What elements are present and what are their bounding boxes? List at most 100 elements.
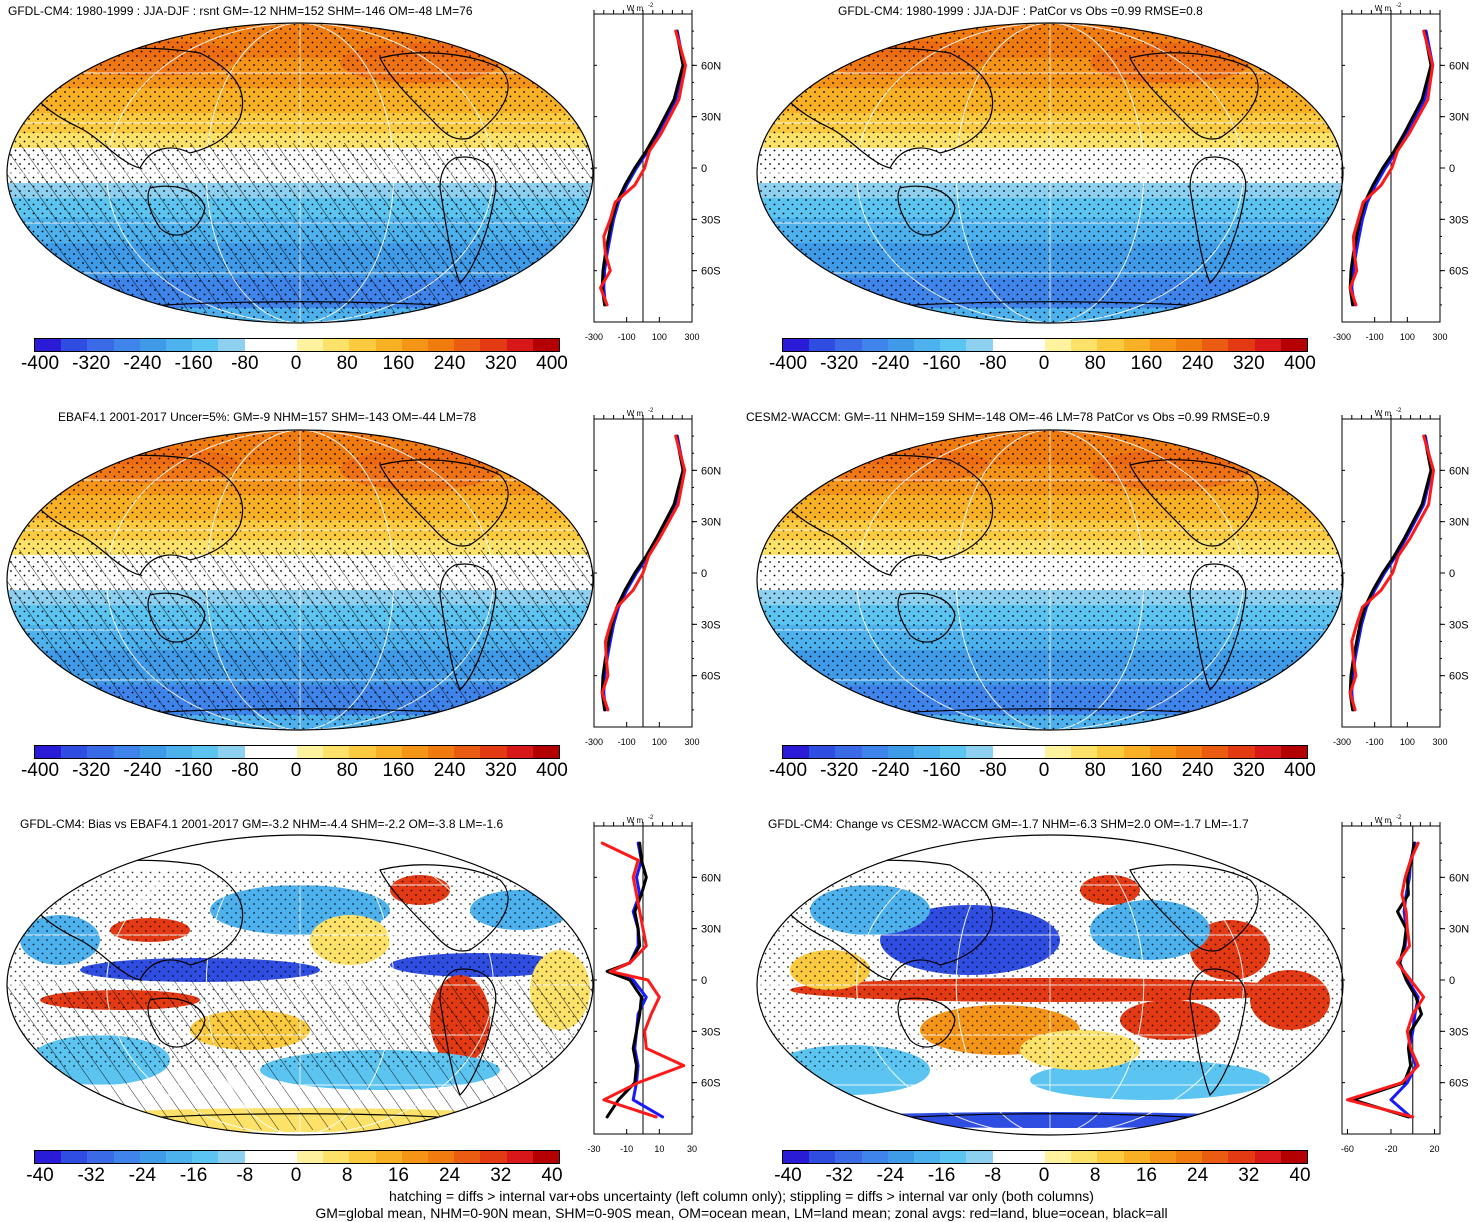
colorbar-swatch	[61, 746, 88, 758]
colorbar-swatch	[835, 339, 862, 351]
colorbar-tick-label: -240	[871, 353, 910, 374]
x-tick-label: -30	[587, 1144, 600, 1154]
y-tick-label: 60S	[701, 266, 721, 278]
y-tick-label: 30N	[701, 924, 721, 936]
colorbar-tick-label: -16	[927, 1165, 956, 1186]
colorbar-swatch	[270, 339, 298, 351]
colorbar-swatch	[375, 746, 402, 758]
world-map	[6, 22, 594, 324]
colorbar-tick-label: -40	[26, 1165, 54, 1186]
colorbar-swatch	[835, 746, 862, 758]
x-tick-label: 300	[684, 332, 699, 342]
colorbar-swatch	[297, 339, 324, 351]
colorbar-tick-label: 80	[1084, 353, 1106, 374]
colorbar-tick-label: -40	[774, 1165, 802, 1186]
x-tick-label: -20	[1384, 1144, 1397, 1154]
colorbar-swatch	[1097, 1151, 1124, 1163]
zonal-mean-plot: W m -2 -30 -10 10 30 60N 30N 0 30S 60S	[587, 815, 721, 1154]
colorbar-swatch	[87, 339, 114, 351]
unit-exponent: -2	[1396, 815, 1402, 821]
unit-label: W m	[1375, 409, 1392, 418]
x-tick-label: 300	[684, 737, 699, 747]
colorbar-swatch	[1202, 1151, 1229, 1163]
colorbar-tick-label: 320	[1232, 353, 1265, 374]
colorbar-tick-label: 320	[484, 353, 517, 374]
x-tick-label: 10	[654, 1144, 664, 1154]
map-title: CESM2-WACCM: GM=-11 NHM=159 SHM=-148 OM=…	[746, 410, 1270, 424]
all-zonal-line	[1348, 29, 1433, 307]
colorbar-swatch	[270, 746, 298, 758]
colorbar-swatch	[218, 746, 245, 758]
colorbar-tick-label: 160	[1130, 760, 1163, 781]
colorbar-swatch	[166, 1151, 193, 1163]
colorbar-swatch	[1123, 1151, 1150, 1163]
unit-label: W m	[1375, 4, 1392, 13]
colorbar-tick-label: -8	[236, 1165, 254, 1186]
y-tick-label: 30S	[701, 214, 721, 226]
x-tick-label: -300	[1333, 332, 1351, 342]
x-tick-label: 100	[1400, 737, 1415, 747]
world-map	[756, 22, 1344, 324]
colorbar-swatch	[297, 1151, 324, 1163]
y-tick-label: 30N	[1449, 112, 1469, 124]
y-tick-label: 60S	[1449, 671, 1469, 683]
colorbar-swatch	[887, 746, 915, 758]
zonal-mean-plot: W m -2 -300 -100 100 300 60N 30N 0 30S 60S	[1333, 3, 1469, 342]
colorbar-swatch	[887, 1151, 915, 1163]
y-tick-label: 60S	[701, 1078, 721, 1090]
all-zonal-line	[1351, 841, 1423, 1119]
colorbar-tick-label: 0	[1038, 353, 1050, 374]
colorbar-swatch	[61, 339, 88, 351]
colorbar-tick-label: 400	[1284, 353, 1316, 374]
colorbar-tick-label: -320	[72, 353, 111, 374]
colorbar-swatch	[323, 746, 350, 758]
colorbar-swatch	[1097, 746, 1124, 758]
colorbar-swatch	[454, 746, 481, 758]
colorbar-tick-label: -240	[123, 760, 162, 781]
colorbar-swatch	[349, 746, 376, 758]
colorbar-labels: -400 -320 -240 -160 -80 0 80 160 240 320 400	[769, 353, 1316, 377]
map-title: GFDL-CM4: Change vs CESM2-WACCM GM=-1.7 …	[768, 817, 1249, 831]
colorbar	[34, 745, 560, 759]
colorbar-tick-label: -400	[20, 760, 60, 781]
colorbar-swatch	[1254, 746, 1281, 758]
colorbar-labels: -400 -320 -240 -160 -80 0 80 160 240 320 400	[21, 353, 568, 377]
colorbar-swatch	[1071, 746, 1098, 758]
x-tick-label: -100	[618, 332, 636, 342]
colorbar-tick-label: 0	[290, 353, 302, 374]
colorbar-swatch	[87, 1151, 114, 1163]
colorbar-tick-label: -24	[876, 1165, 905, 1186]
y-tick-label: 0	[1449, 163, 1455, 175]
colorbar-tick-label: -160	[922, 353, 961, 374]
colorbar-tick-label: -320	[72, 760, 111, 781]
unit-exponent: -2	[1396, 408, 1402, 414]
colorbar-tick-label: -80	[979, 760, 1007, 781]
colorbar-labels: -40 -32 -24 -16 -8 0 8 16 24 32 40	[26, 1165, 562, 1189]
colorbar-tick-label: 8	[341, 1165, 353, 1186]
colorbar	[782, 1150, 1308, 1164]
colorbar-swatch	[139, 746, 167, 758]
colorbar-swatch	[532, 1151, 560, 1163]
x-tick-label: -300	[585, 332, 603, 342]
unit-exponent: -2	[648, 408, 654, 414]
colorbar-swatch	[35, 1151, 62, 1163]
all-zonal-line	[1348, 434, 1433, 712]
colorbar-swatch	[1123, 746, 1150, 758]
colorbar-swatch	[809, 339, 836, 351]
unit-exponent: -2	[1396, 3, 1402, 9]
colorbar-tick-label: 32	[1238, 1165, 1260, 1186]
colorbar-tick-label: 8	[1089, 1165, 1101, 1186]
colorbar-swatch	[1280, 1151, 1308, 1163]
colorbar-tick-label: -240	[871, 760, 910, 781]
colorbar-swatch	[1045, 1151, 1072, 1163]
colorbar-swatch	[835, 1151, 862, 1163]
colorbar-swatch	[887, 339, 915, 351]
footer-line-1: hatching = diffs > internal var+obs unce…	[389, 1188, 1094, 1204]
colorbar-swatch	[454, 1151, 481, 1163]
colorbar	[782, 338, 1308, 352]
colorbar-swatch	[428, 746, 455, 758]
colorbar-tick-label: -80	[979, 353, 1007, 374]
colorbar-swatch	[401, 339, 429, 351]
colorbar-swatch	[1045, 746, 1072, 758]
unit-exponent: -2	[648, 3, 654, 9]
